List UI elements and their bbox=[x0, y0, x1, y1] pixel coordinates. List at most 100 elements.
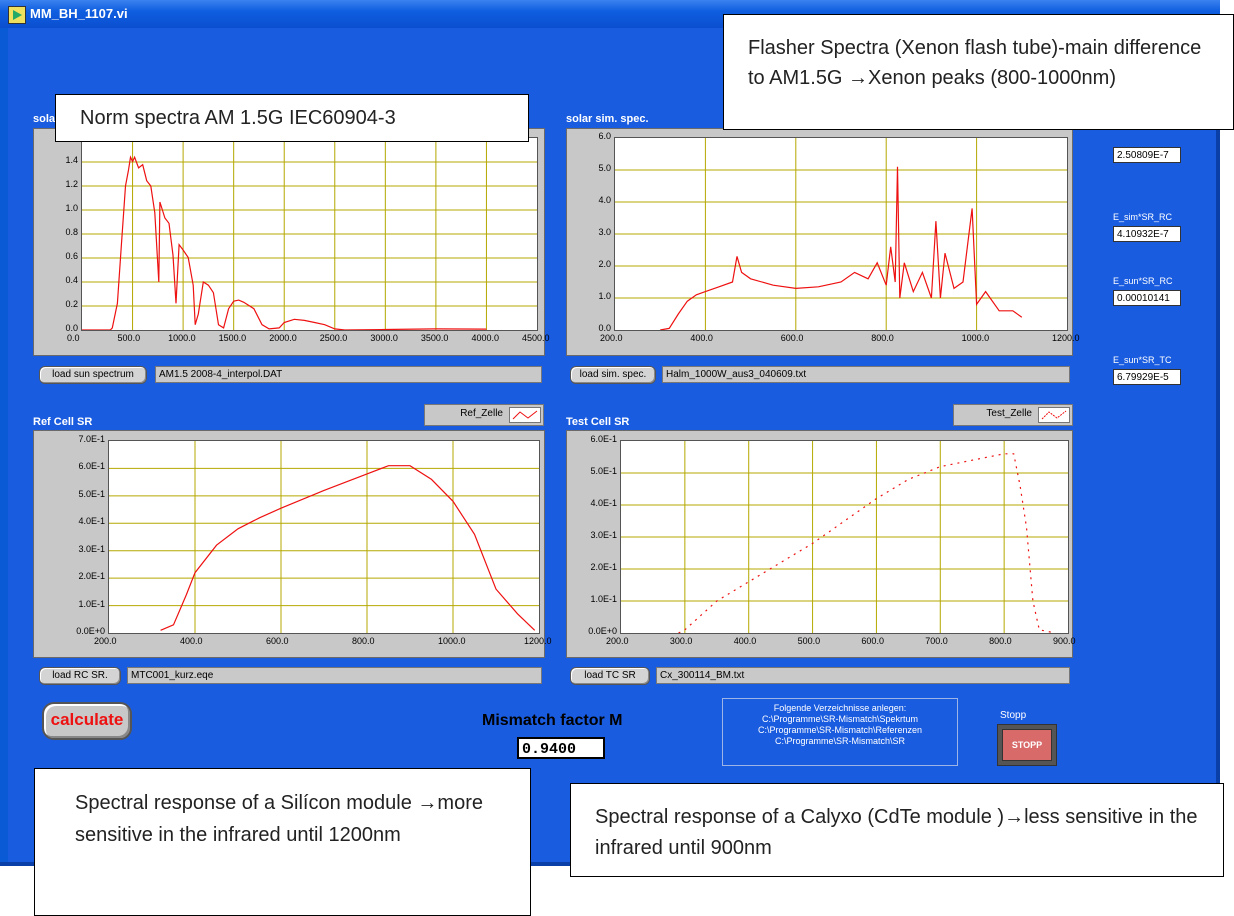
sun-plot-svg bbox=[82, 138, 537, 331]
x-tick-label: 0.0 bbox=[67, 333, 80, 343]
load-sim-spec-button[interactable]: load sim. spec. bbox=[570, 366, 656, 384]
y-tick-label: 4.0E-1 bbox=[590, 498, 617, 508]
y-tick-label: 5.0E-1 bbox=[78, 488, 105, 499]
x-tick-label: 1000.0 bbox=[961, 333, 990, 343]
y-tick-label: 0.0 bbox=[598, 323, 611, 333]
x-tick-label: 1000.0 bbox=[438, 636, 466, 646]
mismatch-factor-value: 0.9400 bbox=[517, 737, 605, 759]
stopp-button-frame[interactable]: STOPP bbox=[997, 724, 1057, 766]
x-tick-label: 4500.0 bbox=[522, 333, 550, 343]
ref-legend-label: Ref_Zelle bbox=[460, 408, 503, 419]
y-tick-label: 0.0E+0 bbox=[588, 626, 617, 636]
dirs-line-4: C:\Programme\SR-Mismatch\SR bbox=[774, 736, 906, 746]
sim-spectrum-graph: 200.0 400.0 600.0 800.0 1000.0 1200.0 0.0 1.0 2.… bbox=[566, 128, 1080, 356]
y-tick-label: 2.0 bbox=[598, 259, 611, 269]
test-legend-label: Test_Zelle bbox=[986, 408, 1032, 419]
test-file-path[interactable]: Cx_300114_BM.txt bbox=[656, 667, 1070, 684]
x-tick-label: 200.0 bbox=[600, 333, 623, 343]
y-tick-label: 1.0 bbox=[598, 291, 611, 301]
y-tick-label: 5.0 bbox=[598, 163, 611, 173]
flasher-spectra-note: Flasher Spectra (Xenon flash tube)-main … bbox=[723, 14, 1234, 130]
side-label-2: E_sun*SR_RC bbox=[1113, 276, 1173, 286]
y-tick-label: 0.0E+0 bbox=[76, 626, 105, 636]
sim-file-path[interactable]: Halm_1000W_aus3_040609.txt bbox=[662, 366, 1070, 383]
sun-curve bbox=[82, 155, 487, 331]
x-tick-label: 3000.0 bbox=[370, 333, 398, 343]
side-label-1: E_sim*SR_RC bbox=[1113, 212, 1173, 222]
test-graph-label: Test Cell SR bbox=[566, 416, 630, 428]
norm-spectra-note: Norm spectra AM 1.5G IEC60904-3 bbox=[55, 94, 529, 142]
side-value-1: 4.10932E-7 bbox=[1113, 226, 1181, 242]
x-tick-label: 500.0 bbox=[797, 636, 821, 646]
y-tick-label: 4.0 bbox=[598, 195, 611, 205]
y-tick-label: 0.4 bbox=[65, 275, 78, 285]
ref-legend-swatch bbox=[509, 407, 541, 423]
x-tick-label: 600.0 bbox=[861, 636, 884, 646]
y-tick-label: 0.2 bbox=[65, 299, 78, 309]
y-tick-label: 1.4 bbox=[65, 155, 78, 165]
ref-curve bbox=[160, 465, 536, 631]
y-tick-label: 6.0 bbox=[598, 131, 611, 141]
x-tick-label: 200.0 bbox=[94, 636, 117, 646]
load-tc-sr-button[interactable]: load TC SR bbox=[570, 667, 650, 685]
y-tick-label: 0.0 bbox=[65, 323, 78, 333]
stopp-label: Stopp bbox=[1000, 710, 1027, 721]
test-plot-area bbox=[620, 440, 1069, 634]
x-tick-label: 1200.0 bbox=[524, 636, 552, 646]
x-tick-label: 500.0 bbox=[117, 333, 141, 343]
dirs-line-3: C:\Programme\SR-Mismatch\Referenzen bbox=[757, 725, 923, 735]
x-tick-label: 1500.0 bbox=[218, 333, 247, 343]
y-tick-label: 0.8 bbox=[65, 227, 78, 237]
test-plot-svg bbox=[621, 441, 1068, 634]
test-cell-graph: 200.0 300.0 400.0 500.0 600.0 700.0 800.0 900.0… bbox=[566, 430, 1076, 658]
x-tick-label: 3500.0 bbox=[420, 333, 449, 343]
x-tick-label: 400.0 bbox=[733, 636, 757, 646]
side-value-3: 6.79929E-5 bbox=[1113, 369, 1181, 385]
ref-file-path[interactable]: MTC001_kurz.eqe bbox=[127, 667, 542, 684]
window-title: MM_BH_1107.vi bbox=[30, 6, 128, 21]
x-tick-label: 1200.0 bbox=[1052, 333, 1080, 343]
x-tick-label: 800.0 bbox=[989, 636, 1012, 646]
directory-info: Folgende Verzeichnisse anlegen: C:\Progr… bbox=[722, 698, 958, 766]
sun-file-path[interactable]: AM1.5 2008-4_interpol.DAT bbox=[155, 366, 542, 383]
calyxo-note: Spectral response of a Calyxo (CdTe modu… bbox=[570, 783, 1224, 877]
stopp-button[interactable]: STOPP bbox=[1002, 729, 1052, 761]
sim-graph-label: solar sim. spec. bbox=[566, 113, 649, 125]
dirs-line-2: C:\Programme\SR-Mismatch\Spekrtum bbox=[761, 714, 919, 724]
labview-vi-icon bbox=[8, 6, 26, 24]
sim-plot-area bbox=[614, 137, 1068, 331]
x-tick-label: 1000.0 bbox=[168, 333, 196, 343]
y-tick-label: 0.6 bbox=[65, 251, 78, 261]
x-tick-label: 300.0 bbox=[669, 636, 693, 646]
x-tick-label: 2500.0 bbox=[319, 333, 348, 343]
x-tick-label: 900.0 bbox=[1053, 636, 1076, 646]
side-indicator-top: 2.50809E-7 bbox=[1113, 147, 1181, 163]
y-tick-label: 5.0E-1 bbox=[590, 466, 617, 476]
x-tick-label: 800.0 bbox=[352, 636, 375, 646]
y-tick-label: 1.2 bbox=[65, 179, 78, 189]
calculate-button[interactable]: calculate bbox=[42, 702, 132, 740]
y-tick-label: 6.0E-1 bbox=[78, 461, 105, 472]
sim-curve bbox=[660, 166, 1023, 331]
y-tick-label: 2.0E-1 bbox=[78, 571, 105, 582]
y-tick-label: 1.0E-1 bbox=[78, 598, 105, 609]
y-tick-label: 2.0E-1 bbox=[590, 562, 617, 572]
ref-legend: Ref_Zelle bbox=[424, 404, 544, 426]
test-curve bbox=[678, 453, 1056, 634]
y-tick-label: 7.0E-1 bbox=[78, 434, 105, 444]
y-tick-label: 3.0E-1 bbox=[78, 543, 105, 554]
load-sun-spectrum-button[interactable]: load sun spectrum bbox=[39, 366, 147, 384]
ref-plot-area bbox=[108, 440, 540, 634]
x-tick-label: 800.0 bbox=[871, 333, 894, 343]
dirs-line-1: Folgende Verzeichnisse anlegen: bbox=[773, 703, 907, 713]
x-tick-label: 2000.0 bbox=[269, 333, 297, 343]
sun-plot-area bbox=[81, 137, 538, 331]
load-rc-sr-button[interactable]: load RC SR. bbox=[39, 667, 121, 685]
x-tick-label: 400.0 bbox=[180, 636, 203, 646]
x-tick-label: 700.0 bbox=[925, 636, 948, 646]
ref-graph-label: Ref Cell SR bbox=[33, 416, 93, 428]
y-tick-label: 3.0E-1 bbox=[590, 530, 617, 540]
y-tick-label: 3.0 bbox=[598, 227, 611, 237]
ref-plot-svg bbox=[109, 441, 539, 633]
y-tick-label: 6.0E-1 bbox=[590, 434, 617, 444]
